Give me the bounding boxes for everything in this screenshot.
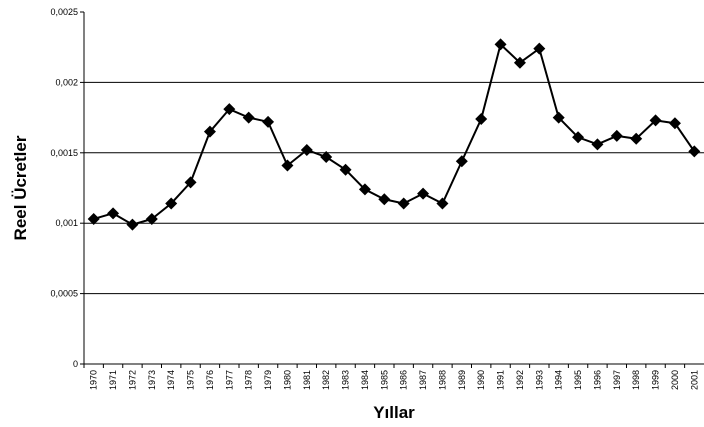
x-tick-label: 2000 [670,370,680,390]
marker [610,129,623,142]
marker [630,132,643,145]
marker [475,113,488,126]
y-tick-label: 0,0025 [50,7,78,17]
y-tick-label: 0,0005 [50,289,78,299]
x-tick-label: 1987 [418,370,428,390]
marker [358,183,371,196]
marker [649,114,662,127]
marker [145,212,158,225]
y-tick-label: 0 [73,359,78,369]
x-tick-label: 1992 [515,370,525,390]
x-tick-label: 1994 [554,370,564,390]
x-axis-title: Yıllar [373,403,415,422]
x-tick-label: 1993 [534,370,544,390]
x-tick-label: 1977 [224,370,234,390]
x-tick-label: 1997 [612,370,622,390]
marker [107,207,120,220]
x-tick-label: 1986 [399,370,409,390]
x-tick-label: 1982 [321,370,331,390]
x-tick-label: 1996 [592,370,602,390]
marker [417,187,430,200]
x-tick-label: 1983 [341,370,351,390]
marker [203,125,216,138]
marker [87,212,100,225]
marker [552,111,565,124]
x-tick-label: 1991 [496,370,506,390]
marker [165,197,178,210]
x-tick-label: 1971 [108,370,118,390]
marker [572,131,585,144]
marker [320,151,333,164]
marker [688,145,701,158]
x-tick-label: 1980 [282,370,292,390]
x-tick-label: 1976 [205,370,215,390]
x-tick-label: 1990 [476,370,486,390]
x-tick-label: 1979 [263,370,273,390]
x-tick-label: 1985 [379,370,389,390]
y-axis-title: Reel Ücretler [11,135,30,240]
marker [300,143,313,156]
x-tick-label: 1989 [457,370,467,390]
x-tick-label: 1975 [186,370,196,390]
x-tick-label: 1995 [573,370,583,390]
x-tick-label: 1974 [166,370,176,390]
marker [591,138,604,151]
x-tick-label: 1981 [302,370,312,390]
marker [262,115,275,128]
marker [436,197,449,210]
marker [339,163,352,176]
y-tick-label: 0,001 [55,218,78,228]
marker [184,176,197,189]
x-tick-label: 1978 [244,370,254,390]
x-tick-label: 1998 [631,370,641,390]
marker [455,155,468,168]
x-tick-label: 2001 [689,370,699,390]
marker [668,117,681,130]
y-tick-label: 0,0015 [50,148,78,158]
x-tick-label: 1988 [437,370,447,390]
y-tick-label: 0,002 [55,77,78,87]
marker [533,42,546,55]
marker [397,197,410,210]
marker [494,38,507,51]
x-tick-label: 1973 [147,370,157,390]
marker [378,193,391,206]
x-tick-label: 1972 [127,370,137,390]
marker [513,56,526,69]
x-tick-label: 1999 [651,370,661,390]
marker [126,218,139,231]
x-tick-label: 1984 [360,370,370,390]
x-tick-label: 1970 [89,370,99,390]
marker [281,159,294,172]
line [93,42,696,226]
marker [242,111,255,124]
marker [223,103,236,116]
